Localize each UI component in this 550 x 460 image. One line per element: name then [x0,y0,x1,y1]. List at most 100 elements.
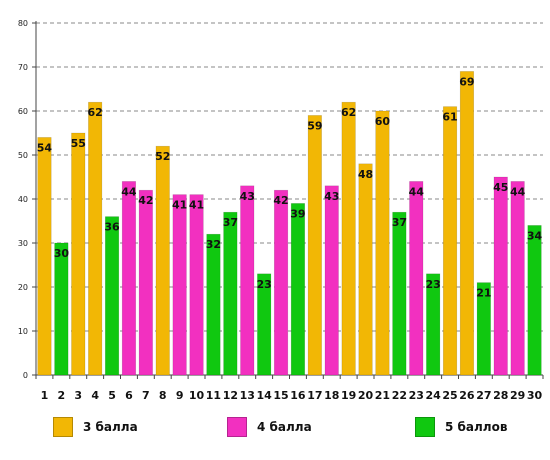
bar-6 [121,181,137,376]
bar-15 [273,189,289,376]
axes [32,21,544,379]
bar-4 [88,101,103,376]
legend-swatch-4-balla [227,417,247,437]
data-label-22: 37 [392,216,407,229]
legend-item-5-ballov: 5 баллов [415,417,507,437]
bar-29 [510,181,525,376]
legend-item-4-balla: 4 балла [227,417,312,437]
data-label-24: 23 [425,278,440,291]
data-label-30: 34 [527,229,543,242]
x-tick-label-18: 18 [324,389,339,402]
legend-label-5-ballov: 5 баллов [445,420,508,434]
data-label-16: 39 [290,207,305,220]
data-label-9: 41 [172,199,187,212]
bar-14 [257,273,272,376]
legend-label-3-balla: 3 балла [83,420,138,434]
x-tick-label-4: 4 [91,389,99,402]
x-tick-label-29: 29 [510,389,525,402]
data-label-19: 62 [341,106,356,119]
x-tick-label-17: 17 [307,389,322,402]
data-label-25: 61 [442,111,457,124]
y-tick-label-20: 20 [18,283,28,292]
bar-27 [476,282,491,376]
x-tick-label-28: 28 [493,389,508,402]
bar-10 [189,194,204,376]
x-tick-label-23: 23 [409,389,424,402]
bar-28 [493,176,508,376]
bar-13 [240,185,255,376]
data-label-1: 54 [37,141,53,154]
x-tick-label-7: 7 [142,389,150,402]
y-tick-label-50: 50 [18,151,28,160]
data-label-27: 21 [476,287,491,300]
bar-7 [138,189,153,376]
bar-11 [206,233,221,376]
legend-item-3-balla: 3 балла [53,417,138,437]
bar-22 [392,211,407,376]
bar-3 [71,132,86,376]
bar-9 [172,194,187,376]
y-tick-label-0: 0 [23,371,28,380]
data-label-10: 41 [189,199,204,212]
x-tick-label-3: 3 [74,389,82,402]
bar-16 [290,203,306,376]
data-label-7: 42 [138,194,153,207]
data-label-5: 36 [104,221,120,234]
data-label-28: 45 [493,181,508,194]
bar-17 [307,115,322,376]
data-label-23: 44 [409,185,425,198]
bars [37,71,542,376]
y-tick-label-30: 30 [18,239,28,248]
x-tick-label-25: 25 [442,389,457,402]
x-tick-label-12: 12 [223,389,238,402]
data-label-20: 48 [358,168,373,181]
data-label-26: 69 [459,75,474,88]
x-tick-label-15: 15 [273,389,288,402]
x-tick-label-2: 2 [58,389,66,402]
data-label-2: 30 [54,247,70,260]
x-tick-label-16: 16 [290,389,306,402]
data-label-11: 32 [206,238,221,251]
data-label-15: 42 [273,194,288,207]
x-tick-label-26: 26 [459,389,475,402]
data-label-3: 55 [71,137,86,150]
data-label-8: 52 [155,150,170,163]
x-tick-label-9: 9 [176,389,184,402]
x-tick-label-10: 10 [189,389,205,402]
x-tick-label-20: 20 [358,389,374,402]
data-label-12: 37 [223,216,238,229]
x-tick-label-30: 30 [527,389,543,402]
bar-26 [459,71,475,376]
bar-21 [375,110,390,376]
bar-2 [54,242,69,376]
y-tick-label-10: 10 [18,327,28,336]
x-tick-label-22: 22 [392,389,407,402]
bar-23 [409,181,424,376]
data-label-13: 43 [240,190,255,203]
bar-12 [223,211,238,376]
bar-1 [37,137,52,376]
x-tick-label-5: 5 [108,389,116,402]
x-tick-label-1: 1 [41,389,49,402]
x-tick-label-21: 21 [375,389,390,402]
y-tick-label-60: 60 [18,107,28,116]
data-label-21: 60 [375,115,391,128]
bar-5 [104,216,120,376]
grid-lines [36,22,543,332]
bar-18 [324,185,339,376]
bar-19 [341,101,356,376]
y-tick-labels: 0 10 20 30 40 50 60 70 80 [18,19,28,380]
x-tick-label-19: 19 [341,389,356,402]
x-tick-label-8: 8 [159,389,167,402]
legend-label-4-balla: 4 балла [257,420,312,434]
x-tick-label-14: 14 [256,389,272,402]
bar-24 [426,273,441,376]
x-tick-labels: 1 2 3 4 5 6 7 8 9 10 11 12 13 14 15 16 17 18 19 20 21 22 23 24 2… [41,389,543,402]
x-tick-label-27: 27 [476,389,491,402]
data-label-4: 62 [87,106,102,119]
legend-swatch-5-ballov [415,417,435,437]
y-tick-label-40: 40 [18,195,28,204]
legend-swatch-3-balla [53,417,73,437]
